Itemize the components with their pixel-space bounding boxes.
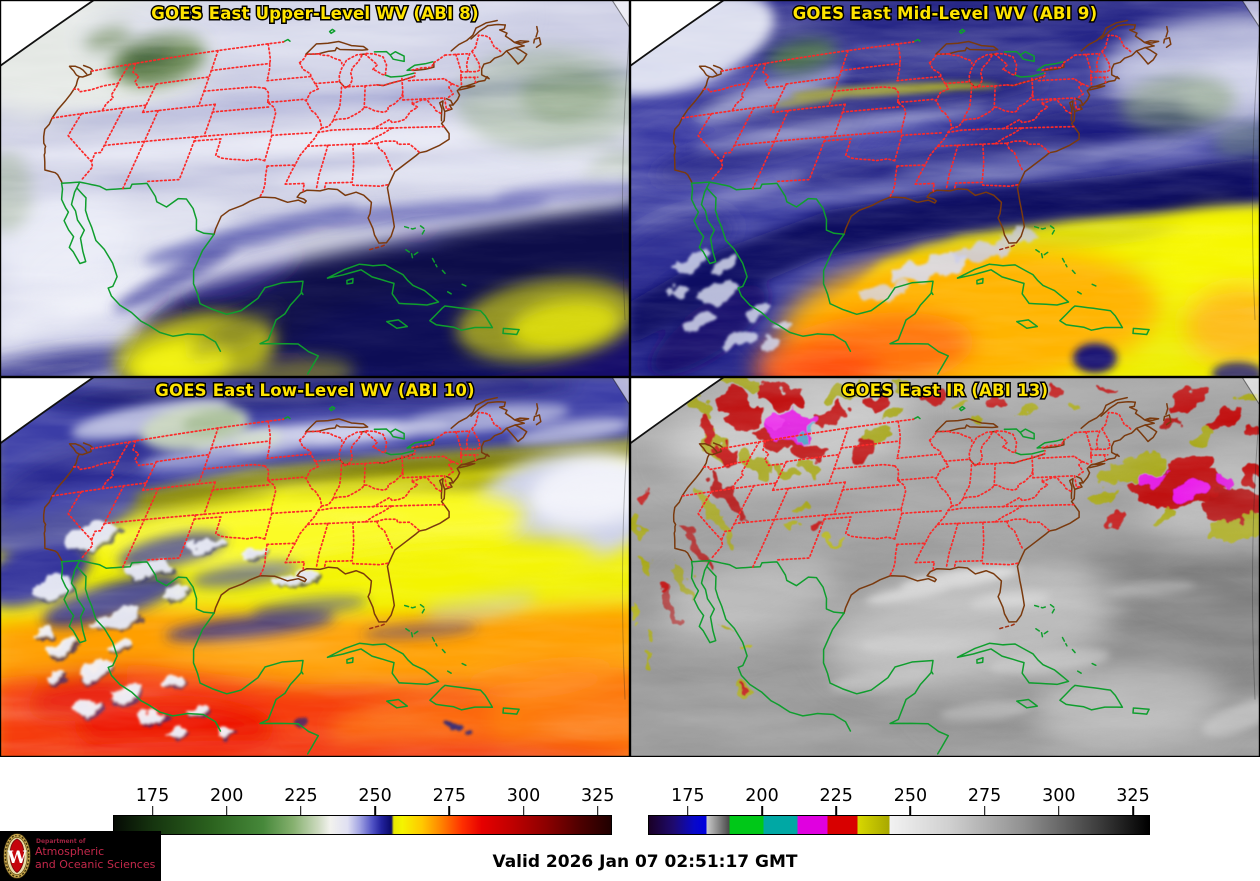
panel-title-upper-wv: GOES East Upper-Level WV (ABI 8) <box>150 3 480 25</box>
svg-text:GOES East Upper-Level WV (ABI: GOES East Upper-Level WV (ABI 8) <box>151 4 478 23</box>
panel-title-ir: GOES East IR (ABI 13) <box>840 380 1049 402</box>
colorbar-tick-label: 275 <box>967 786 1002 806</box>
colorbar-tick <box>1057 806 1060 816</box>
colorbar-tick <box>300 806 302 816</box>
colorbar-tick <box>909 806 912 816</box>
satellite-image-ir <box>630 377 1260 757</box>
svg-text:GOES East Mid-Level WV (ABI 9): GOES East Mid-Level WV (ABI 9) <box>793 4 1098 23</box>
colorbar-tick-label: 200 <box>745 786 779 806</box>
svg-text:GOES East Low-Level WV (ABI 10: GOES East Low-Level WV (ABI 10) <box>155 381 475 400</box>
colorbar-tick-label: 225 <box>284 786 318 806</box>
colorbar-tick-label: 300 <box>1042 786 1076 806</box>
colorbar-tick-label: 250 <box>893 786 928 806</box>
valid-timestamp: Valid 2026 Jan 07 02:51:17 GMT <box>492 852 798 872</box>
logo-name-line2: and Oceanic Sciences <box>35 858 156 871</box>
colorbar-tick-label: 300 <box>506 786 541 806</box>
svg-text:GOES East IR (ABI 13): GOES East IR (ABI 13) <box>842 381 1048 400</box>
colorbar-tick-label: 250 <box>358 786 392 806</box>
colorbar-tick-label: 175 <box>135 786 170 806</box>
svg-text:W: W <box>6 848 27 868</box>
satellite-image-low-wv <box>0 377 630 757</box>
panel-low-wv: GOES East Low-Level WV (ABI 10) <box>0 377 630 757</box>
panel-ir: GOES East IR (ABI 13) <box>630 377 1260 757</box>
panel-mid-wv: GOES East Mid-Level WV (ABI 9) <box>630 0 1260 377</box>
colorbar-tick <box>522 806 525 816</box>
colorbar-tick-label: 225 <box>819 786 853 806</box>
uw-crest-icon: W <box>3 833 31 879</box>
colorbar-tick <box>835 806 837 816</box>
uw-aos-logo: W Department of Atmospheric and Oceanic … <box>0 831 161 881</box>
satellite-image-upper-wv <box>0 0 630 377</box>
colorbar-tick <box>1132 806 1134 816</box>
panel-title-low-wv: GOES East Low-Level WV (ABI 10) <box>154 380 476 402</box>
panel-upper-wv: GOES East Upper-Level WV (ABI 8) <box>0 0 630 377</box>
colorbar-tick-label: 325 <box>580 786 615 806</box>
logo-name-line1: Atmospheric <box>35 845 105 858</box>
colorbar-tick-label: 175 <box>671 786 705 806</box>
colorbar-tick <box>225 806 228 816</box>
colorbar-tick-label: 200 <box>209 786 244 806</box>
colorbar-tick <box>686 806 689 816</box>
colorbar-tick-label: 275 <box>432 786 466 806</box>
colorbar-tick <box>448 806 451 816</box>
colorbar-tick-label: 325 <box>1116 786 1150 806</box>
colorbar-tick <box>983 806 986 816</box>
panel-title-mid-wv: GOES East Mid-Level WV (ABI 9) <box>791 3 1098 25</box>
colorbar-tick <box>374 806 376 816</box>
satellite-image-mid-wv <box>630 0 1260 377</box>
colorbar-tick <box>151 806 154 816</box>
logo-dept-line: Department of <box>36 838 86 845</box>
colorbar-tick <box>596 806 599 816</box>
colorbar-wv <box>113 815 612 835</box>
colorbar-tick <box>761 806 763 816</box>
colorbar-ir <box>648 815 1150 835</box>
